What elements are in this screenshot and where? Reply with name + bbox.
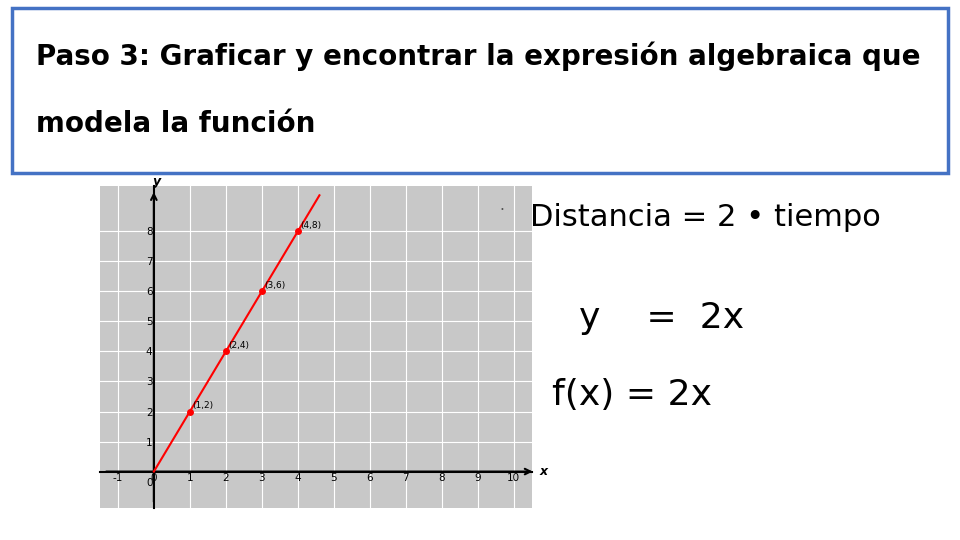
Text: y: y: [154, 175, 161, 188]
Text: Distancia = 2 • tiempo: Distancia = 2 • tiempo: [530, 203, 881, 232]
Text: (2,4): (2,4): [228, 341, 250, 350]
Text: x: x: [540, 465, 547, 478]
Text: f(x) = 2x: f(x) = 2x: [552, 379, 712, 412]
FancyBboxPatch shape: [12, 8, 948, 173]
Text: (4,8): (4,8): [300, 221, 322, 230]
Point: [290, 227, 305, 235]
Text: ·: ·: [499, 203, 504, 218]
Point: [182, 407, 198, 416]
Text: modela la función: modela la función: [36, 110, 315, 138]
Point: [218, 347, 233, 356]
Text: (1,2): (1,2): [193, 401, 214, 410]
Text: 0: 0: [146, 478, 153, 488]
Text: y    =  2x: y = 2x: [579, 301, 744, 335]
Text: (3,6): (3,6): [265, 281, 286, 290]
Text: Paso 3: Graficar y encontrar la expresión algebraica que: Paso 3: Graficar y encontrar la expresió…: [36, 41, 921, 71]
Point: [254, 287, 270, 296]
